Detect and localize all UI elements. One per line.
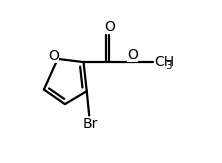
- Text: Br: Br: [82, 117, 98, 131]
- Text: O: O: [104, 20, 115, 34]
- Text: O: O: [127, 48, 138, 62]
- Text: 3: 3: [165, 61, 172, 71]
- Text: O: O: [48, 49, 59, 63]
- Text: CH: CH: [154, 55, 174, 69]
